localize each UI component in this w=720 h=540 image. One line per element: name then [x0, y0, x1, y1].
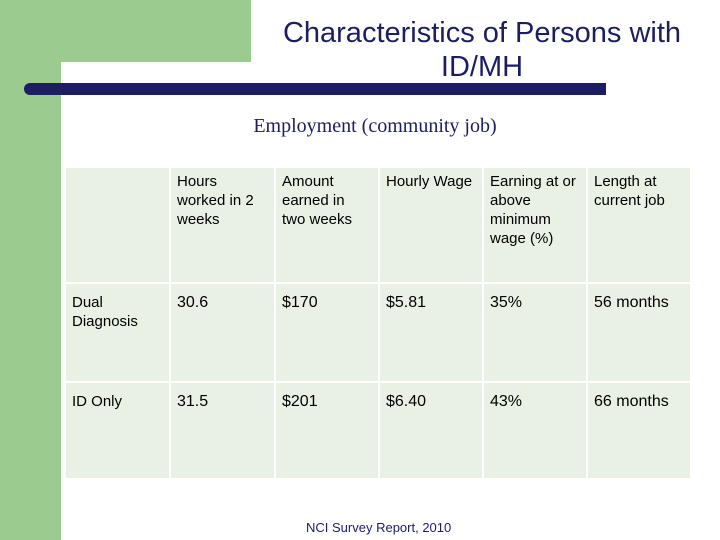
decorative-curve — [61, 62, 101, 102]
cell-amount: $170 — [274, 282, 378, 381]
header-cell-amount: Amount earned in two weeks — [274, 168, 378, 282]
employment-table: Hours worked in 2 weeks Amount earned in… — [66, 168, 690, 478]
cell-length: 56 months — [586, 282, 690, 381]
table-header-row: Hours worked in 2 weeks Amount earned in… — [66, 168, 690, 282]
header-cell-hourly-wage: Hourly Wage — [378, 168, 482, 282]
header-cell-min-wage: Earning at or above minimum wage (%) — [482, 168, 586, 282]
cell-amount: $201 — [274, 381, 378, 478]
table-row: ID Only 31.5 $201 $6.40 43% 66 months — [66, 381, 690, 478]
cell-min-wage: 35% — [482, 282, 586, 381]
header-cell-hours: Hours worked in 2 weeks — [169, 168, 274, 282]
slide-subtitle: Employment (community job) — [253, 115, 497, 137]
table-row: Dual Diagnosis 30.6 $170 $5.81 35% 56 mo… — [66, 282, 690, 381]
header-cell-empty — [66, 168, 169, 282]
cell-hourly-wage: $5.81 — [378, 282, 482, 381]
cell-min-wage: 43% — [482, 381, 586, 478]
cell-length: 66 months — [586, 381, 690, 478]
cell-hours: 31.5 — [169, 381, 274, 478]
row-label: ID Only — [66, 381, 169, 478]
source-footer: NCI Survey Report, 2010 — [306, 520, 452, 535]
header-cell-length: Length at current job — [586, 168, 690, 282]
row-label: Dual Diagnosis — [66, 282, 169, 381]
title-underline-bar — [24, 83, 606, 95]
decorative-left-band — [0, 0, 61, 540]
cell-hourly-wage: $6.40 — [378, 381, 482, 478]
cell-hours: 30.6 — [169, 282, 274, 381]
slide-title: Characteristics of Persons with ID/MH — [282, 17, 682, 83]
